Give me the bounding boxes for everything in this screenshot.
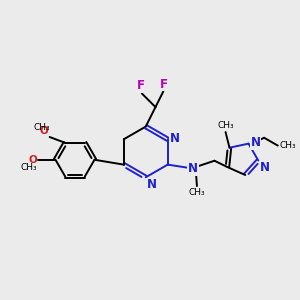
Text: CH₃: CH₃	[217, 121, 234, 130]
Text: N: N	[188, 162, 198, 175]
Text: CH₃: CH₃	[189, 188, 205, 197]
Text: N: N	[250, 136, 260, 149]
Text: F: F	[160, 77, 168, 91]
Text: O: O	[40, 126, 49, 136]
Text: N: N	[260, 160, 270, 173]
Text: N: N	[169, 132, 180, 145]
Text: CH₃: CH₃	[21, 163, 38, 172]
Text: CH₃: CH₃	[34, 123, 50, 132]
Text: N: N	[147, 178, 157, 191]
Text: CH₃: CH₃	[280, 141, 296, 150]
Text: F: F	[137, 80, 145, 92]
Text: O: O	[28, 155, 37, 165]
